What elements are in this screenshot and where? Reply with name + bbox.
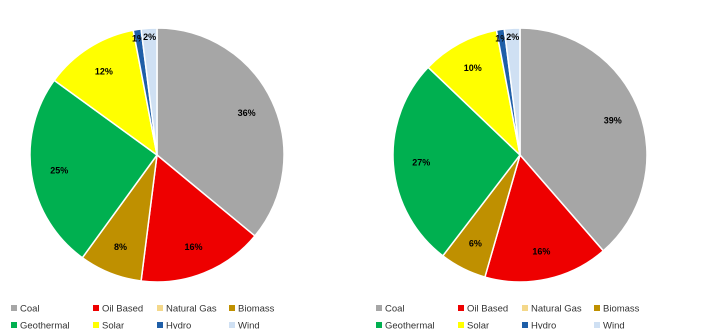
legend-label-biomass: Biomass bbox=[603, 304, 640, 315]
legend-label-natural-gas: Natural Gas bbox=[166, 304, 217, 315]
legend-label-geothermal: Geothermal bbox=[385, 321, 435, 329]
data-label-coal: 36% bbox=[238, 108, 256, 118]
legend-label-wind: Wind bbox=[238, 321, 260, 329]
legend-item-natural-gas: Natural Gas bbox=[157, 304, 217, 315]
data-label-hydro: 1% bbox=[132, 33, 145, 43]
legend-label-coal: Coal bbox=[20, 304, 40, 315]
pie-slice-coal bbox=[156, 27, 285, 238]
legend-left: Coal Oil Based Natural Gas Biomass Geotherma… bbox=[11, 304, 275, 329]
legend-label-geothermal: Geothermal bbox=[20, 321, 70, 329]
data-label-oil-based: 16% bbox=[184, 242, 202, 252]
legend-item-biomass: Biomass bbox=[594, 304, 640, 315]
legend-item-hydro: Hydro bbox=[522, 321, 556, 329]
data-label-wind: 2% bbox=[143, 32, 156, 42]
data-label-biomass: 6% bbox=[469, 239, 482, 249]
legend-item-solar: Solar bbox=[458, 321, 489, 329]
legend-swatch-coal bbox=[376, 305, 382, 311]
legend-swatch-coal bbox=[11, 305, 17, 311]
legend-item-coal: Coal bbox=[11, 304, 40, 315]
legend-item-geothermal: Geothermal bbox=[11, 321, 70, 329]
legend-swatch-wind bbox=[594, 322, 600, 328]
legend-swatch-natural-gas bbox=[522, 305, 528, 311]
pie-slice-wind bbox=[140, 27, 158, 156]
pie-slice-geothermal bbox=[392, 66, 522, 257]
pie-slice-oil-based bbox=[483, 153, 605, 283]
legend-item-solar: Solar bbox=[93, 321, 124, 329]
legend-label-oil-based: Oil Based bbox=[102, 304, 143, 315]
pie-slice-solar bbox=[427, 29, 522, 158]
data-label-wind: 2% bbox=[506, 32, 519, 42]
data-label-biomass: 8% bbox=[114, 242, 127, 252]
data-label-oil-based: 16% bbox=[532, 247, 550, 257]
legend-item-coal: Coal bbox=[376, 304, 405, 315]
legend-item-natural-gas: Natural Gas bbox=[522, 304, 582, 315]
data-label-geothermal: 25% bbox=[50, 166, 68, 176]
legend-label-hydro: Hydro bbox=[166, 321, 191, 329]
pie-slice-oil-based bbox=[140, 153, 256, 283]
data-label-geothermal: 27% bbox=[412, 158, 430, 168]
legend-label-hydro: Hydro bbox=[531, 321, 556, 329]
legend-swatch-hydro bbox=[522, 322, 528, 328]
data-label-solar: 10% bbox=[464, 63, 482, 73]
data-label-solar: 12% bbox=[95, 66, 113, 76]
pie-slice-coal bbox=[519, 27, 648, 252]
legend-swatch-geothermal bbox=[11, 322, 17, 328]
legend-swatch-natural-gas bbox=[157, 305, 163, 311]
legend-item-oil-based: Oil Based bbox=[93, 304, 143, 315]
legend-label-wind: Wind bbox=[603, 321, 625, 329]
legend-swatch-oil-based bbox=[93, 305, 99, 311]
pie-slice-wind bbox=[503, 27, 521, 156]
pie-chart-left: 36% 16% 8% 25% 12% 1%2% bbox=[29, 27, 285, 283]
legend-item-hydro: Hydro bbox=[157, 321, 191, 329]
legend-label-solar: Solar bbox=[102, 321, 124, 329]
legend-item-wind: Wind bbox=[594, 321, 625, 329]
legend-swatch-hydro bbox=[157, 322, 163, 328]
pie-slice-geothermal bbox=[29, 79, 159, 259]
legend-label-biomass: Biomass bbox=[238, 304, 275, 315]
legend-swatch-solar bbox=[458, 322, 464, 328]
legend-item-geothermal: Geothermal bbox=[376, 321, 435, 329]
legend-label-coal: Coal bbox=[385, 304, 405, 315]
legend-label-oil-based: Oil Based bbox=[467, 304, 508, 315]
legend-item-biomass: Biomass bbox=[229, 304, 275, 315]
legend-label-solar: Solar bbox=[467, 321, 489, 329]
pie-slice-solar bbox=[53, 29, 159, 157]
legend-right: Coal Oil Based Natural Gas Biomass Geotherma… bbox=[376, 304, 640, 329]
legend-swatch-oil-based bbox=[458, 305, 464, 311]
legend-swatch-biomass bbox=[594, 305, 600, 311]
legend-item-wind: Wind bbox=[229, 321, 260, 329]
legend-label-natural-gas: Natural Gas bbox=[531, 304, 582, 315]
legend-swatch-wind bbox=[229, 322, 235, 328]
data-label-coal: 39% bbox=[604, 115, 622, 125]
data-label-hydro: 1% bbox=[495, 33, 508, 43]
legend-item-oil-based: Oil Based bbox=[458, 304, 508, 315]
pie-chart-right: 39% 16% 6% 27% 10% 1%2% bbox=[392, 27, 648, 283]
legend-swatch-biomass bbox=[229, 305, 235, 311]
legend-swatch-solar bbox=[93, 322, 99, 328]
legend-swatch-geothermal bbox=[376, 322, 382, 328]
